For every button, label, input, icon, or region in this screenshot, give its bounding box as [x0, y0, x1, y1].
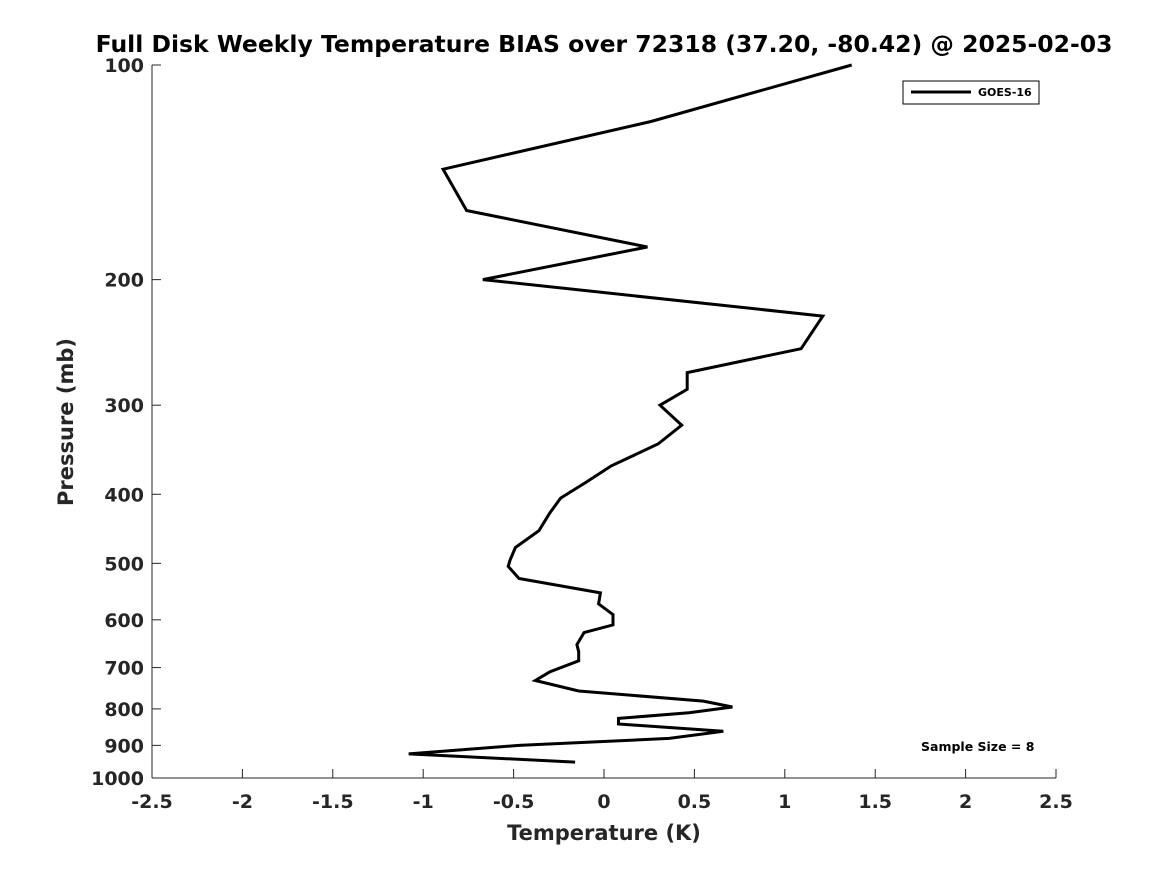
x-tick-label: 1.5	[858, 791, 892, 813]
x-tick-label: 1	[778, 791, 791, 813]
y-tick-label: 500	[104, 553, 144, 575]
y-tick-label: 900	[104, 735, 144, 757]
x-tick-label: 2	[959, 791, 972, 813]
x-axis-label: Temperature (K)	[507, 821, 701, 845]
y-tick-label: 800	[104, 699, 144, 721]
x-tick-label: -2	[232, 791, 253, 813]
x-tick-label: 2.5	[1039, 791, 1073, 813]
x-tick-label: -1	[413, 791, 434, 813]
y-axis-label: Pressure (mb)	[54, 338, 78, 506]
y-tick-label: 200	[104, 270, 144, 292]
x-tick-label: 0.5	[678, 791, 712, 813]
plot-series	[408, 63, 853, 764]
x-tick-label: -1.5	[312, 791, 354, 813]
chart-title: Full Disk Weekly Temperature BIAS over 7…	[96, 30, 1113, 58]
y-tick-label: 1000	[91, 768, 144, 790]
legend: GOES-16	[902, 80, 1040, 105]
y-ticks: 100 200 300 400 500 600 700 800 900 1000	[91, 55, 161, 790]
legend-label: GOES-16	[978, 86, 1032, 99]
x-ticks: -2.5 -2 -1.5 -1 -0.5 0 0.5 1 1.5 2 2.5	[131, 769, 1073, 813]
sample-size-annotation: Sample Size = 8	[921, 739, 1034, 754]
y-tick-label: 700	[104, 658, 144, 680]
y-tick-label: 300	[104, 395, 144, 417]
y-tick-label: 400	[104, 484, 144, 506]
x-tick-label: -0.5	[493, 791, 535, 813]
x-tick-label: 0	[597, 791, 610, 813]
y-tick-label: 100	[104, 55, 144, 77]
x-tick-label: -2.5	[131, 791, 173, 813]
y-tick-label: 600	[104, 610, 144, 632]
